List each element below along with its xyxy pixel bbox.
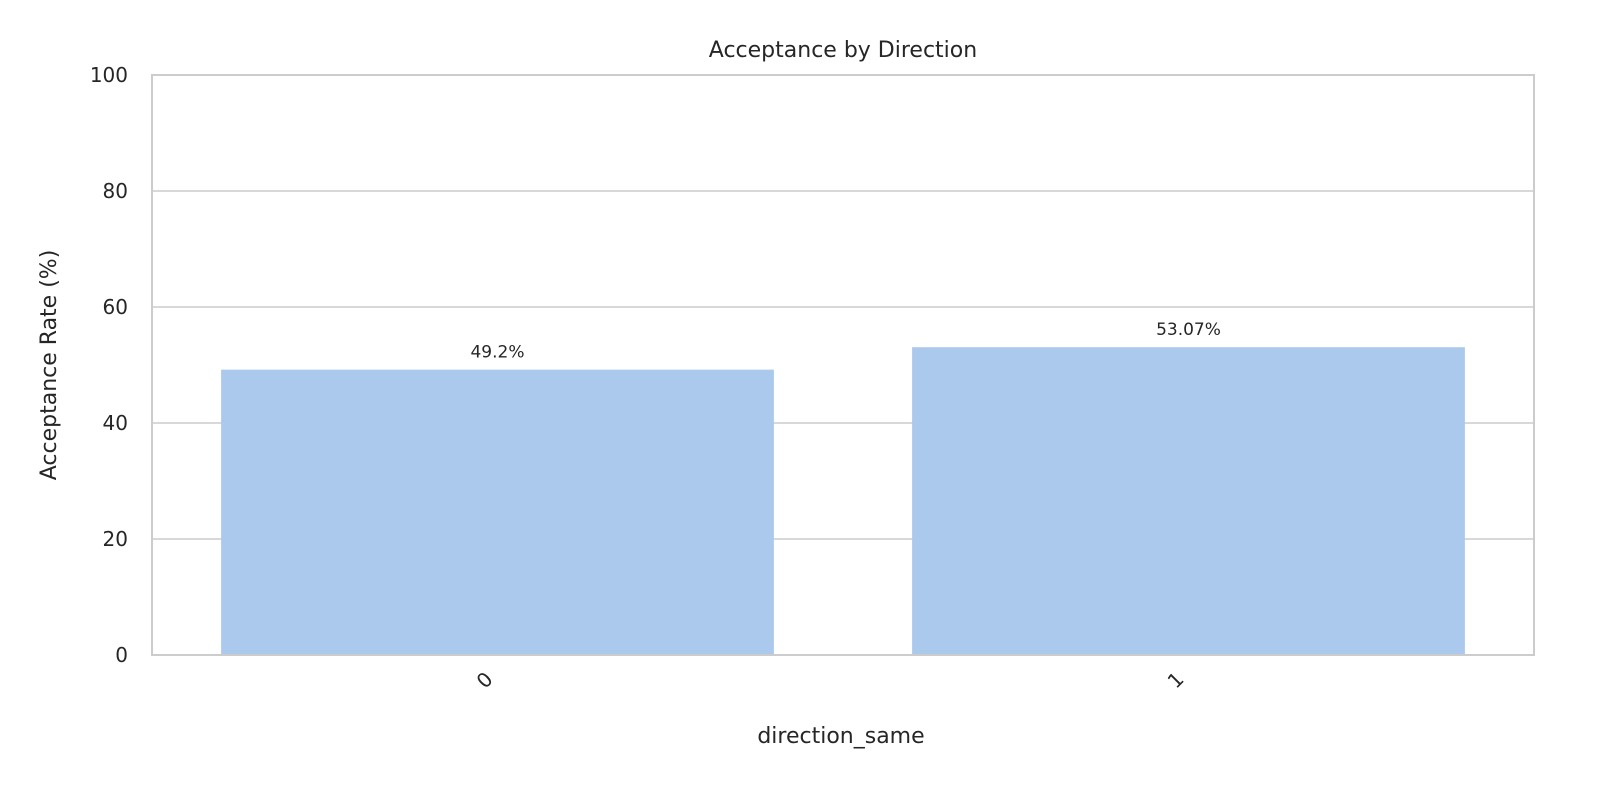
y-axis-label: Acceptance Rate (%) xyxy=(37,250,62,481)
data-labels: 49.2% 53.07% xyxy=(470,320,1220,362)
x-tick-label: 1 xyxy=(1163,667,1189,693)
y-tick-label: 60 xyxy=(103,295,128,319)
bar xyxy=(221,369,774,655)
bar-value-label: 49.2% xyxy=(470,343,524,363)
bar xyxy=(912,347,1465,655)
x-tick-label: 0 xyxy=(472,667,498,693)
plot-frame xyxy=(151,74,1535,656)
bar-value-label: 53.07% xyxy=(1156,320,1221,340)
y-tick-label: 40 xyxy=(103,411,128,435)
bars xyxy=(221,347,1465,655)
y-tick-label: 100 xyxy=(90,63,128,87)
y-tick-label: 80 xyxy=(103,179,128,203)
y-tick-labels: 0 20 40 60 80 100 xyxy=(90,63,128,667)
chart-title: Acceptance by Direction xyxy=(709,38,977,63)
y-tick-label: 0 xyxy=(115,643,128,667)
y-tick-label: 20 xyxy=(103,527,128,551)
x-axis-label: direction_same xyxy=(757,724,924,749)
